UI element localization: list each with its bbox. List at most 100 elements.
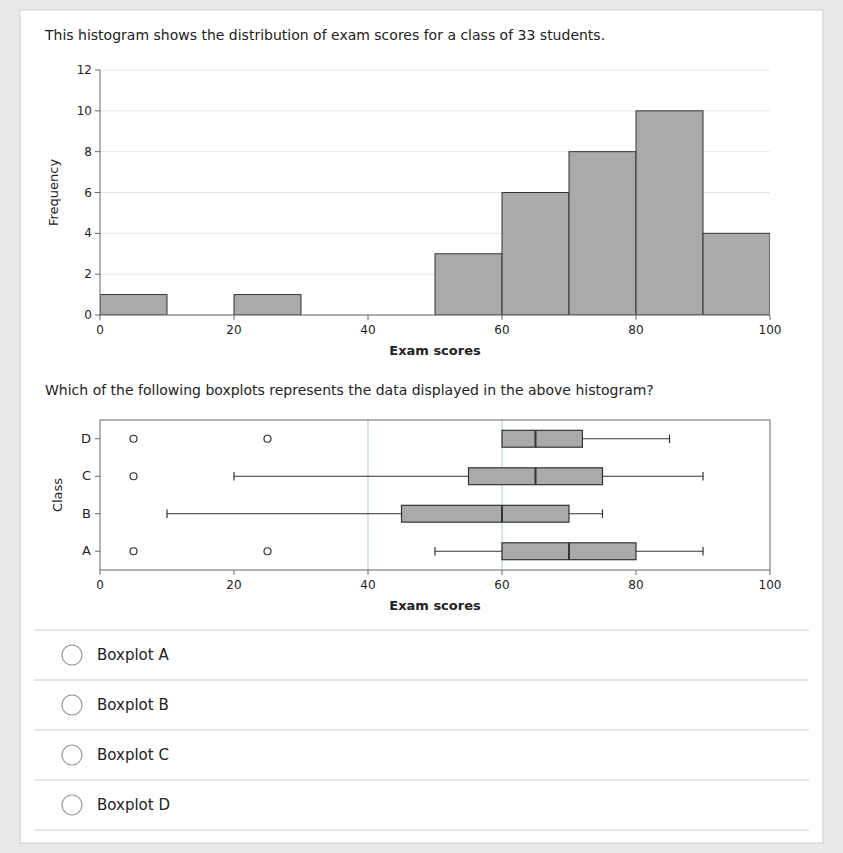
plot-frame: [100, 420, 770, 570]
histogram-bar: [636, 111, 703, 315]
separator: [34, 630, 809, 631]
card: [20, 10, 823, 843]
outlier: [130, 435, 137, 442]
y-tick: [95, 551, 100, 552]
whisker-cap-low: [233, 472, 234, 480]
box-group: [130, 543, 703, 560]
box-group: [130, 430, 670, 447]
whisker-low: [234, 476, 469, 477]
radio-button[interactable]: [62, 695, 82, 715]
boxes: [130, 420, 703, 570]
y-axis-label: Class: [50, 478, 65, 512]
outlier: [130, 473, 137, 480]
boxplot-axes: 020406080100ABCDExam scoresClass: [50, 420, 781, 613]
y-tick: [95, 315, 100, 316]
y-tick-label: 0: [84, 308, 92, 322]
radio-button[interactable]: [62, 745, 82, 765]
y-tick-label: B: [82, 506, 91, 521]
radio-button[interactable]: [62, 645, 82, 665]
answer-option[interactable]: Boxplot B: [97, 696, 169, 714]
x-tick: [502, 315, 503, 320]
separator: [34, 730, 809, 731]
x-tick: [234, 570, 235, 575]
whisker-cap-low: [434, 547, 435, 555]
x-tick: [770, 315, 771, 320]
answer-option[interactable]: Boxplot D: [97, 796, 170, 814]
x-tick-label: 60: [494, 578, 509, 592]
x-tick: [100, 570, 101, 575]
median: [501, 505, 503, 522]
whisker-low: [167, 513, 402, 514]
whisker-high: [582, 438, 669, 439]
y-tick: [95, 513, 100, 514]
outlier: [264, 435, 271, 442]
grid-line: [100, 70, 770, 71]
x-tick-label: 100: [759, 323, 782, 337]
x-tick-label: 80: [628, 578, 643, 592]
box-group: [167, 505, 603, 522]
x-tick-label: 60: [494, 323, 509, 337]
x-axis-line: [100, 315, 770, 316]
whisker-cap-high: [669, 435, 670, 443]
x-tick: [636, 570, 637, 575]
median: [535, 468, 537, 485]
answer-option[interactable]: Boxplot C: [97, 746, 169, 764]
x-tick-label: 20: [226, 578, 241, 592]
histogram-bar: [435, 254, 502, 315]
title: This histogram shows the distribution of…: [44, 27, 605, 43]
histogram-bar: [569, 152, 636, 315]
x-tick: [502, 570, 503, 575]
y-tick-label: D: [81, 431, 91, 446]
box: [502, 543, 636, 560]
median: [568, 543, 570, 560]
y-axis-label: Frequency: [46, 159, 61, 226]
y-tick: [95, 476, 100, 477]
x-tick: [636, 315, 637, 320]
y-tick-label: 8: [84, 145, 92, 159]
x-tick-label: 100: [759, 578, 782, 592]
histogram-bar: [234, 295, 301, 315]
y-tick: [95, 192, 100, 193]
y-tick: [95, 70, 100, 71]
histogram-bar: [100, 295, 167, 315]
bars: [100, 111, 770, 315]
answer-option[interactable]: Boxplot A: [97, 646, 169, 664]
box-group: [130, 468, 703, 485]
outlier: [130, 548, 137, 555]
page: This histogram shows the distribution of…: [0, 0, 843, 853]
y-axis-line: [100, 70, 101, 315]
median: [535, 430, 537, 447]
x-tick: [100, 315, 101, 320]
y-tick-label: A: [82, 543, 91, 558]
y-tick-label: 12: [77, 63, 92, 77]
x-tick: [770, 570, 771, 575]
question-text: Which of the following boxplots represen…: [45, 382, 654, 398]
y-tick: [95, 233, 100, 234]
x-tick-label: 40: [360, 578, 375, 592]
separator: [34, 680, 809, 681]
answer-options: Boxplot A Boxplot B Boxplot C Boxplot D: [34, 630, 809, 830]
whisker-cap-high: [702, 547, 703, 555]
whisker-low: [435, 551, 502, 552]
radio-button[interactable]: [62, 795, 82, 815]
y-tick-label: 6: [84, 186, 92, 200]
grid-line: [100, 315, 770, 316]
histogram-bar: [703, 233, 770, 315]
reference-line: [367, 420, 368, 570]
y-tick: [95, 438, 100, 439]
y-tick-label: 10: [77, 104, 92, 118]
figure: This histogram shows the distribution of…: [0, 0, 843, 853]
x-tick-label: 0: [96, 578, 104, 592]
whisker-high: [569, 513, 603, 514]
x-axis-label: Exam scores: [389, 343, 481, 358]
x-tick-label: 40: [360, 323, 375, 337]
x-tick-label: 0: [96, 323, 104, 337]
histogram-axes: 024681012020406080100Exam scoresFrequenc…: [46, 63, 781, 358]
outlier: [264, 548, 271, 555]
y-tick: [95, 151, 100, 152]
x-tick-label: 20: [226, 323, 241, 337]
x-tick: [368, 570, 369, 575]
whisker-cap-low: [166, 510, 167, 518]
y-tick-label: 4: [84, 226, 92, 240]
y-tick-label: C: [82, 468, 91, 483]
